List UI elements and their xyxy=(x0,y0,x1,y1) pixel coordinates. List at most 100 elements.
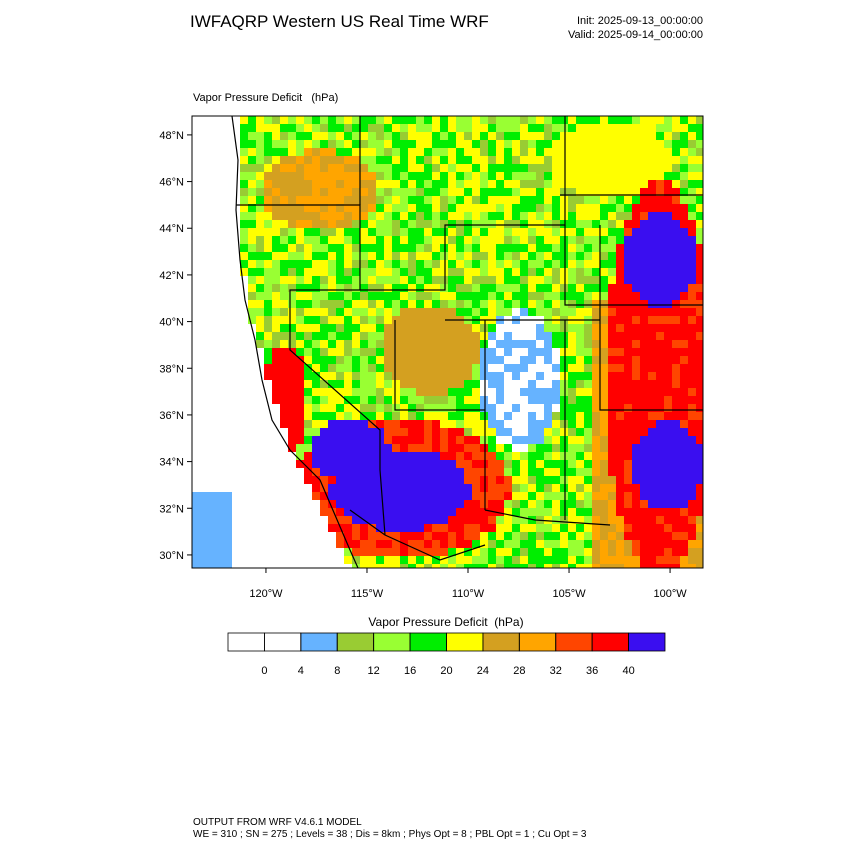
map-cell xyxy=(552,556,560,564)
map-cell xyxy=(648,364,656,372)
map-cell xyxy=(272,116,280,124)
map-cell xyxy=(384,500,392,508)
map-cell xyxy=(200,228,208,236)
map-cell xyxy=(272,172,280,180)
map-cell xyxy=(200,300,208,308)
map-cell xyxy=(304,124,312,132)
map-cell xyxy=(280,204,288,212)
map-cell xyxy=(368,212,376,220)
map-cell xyxy=(544,556,552,564)
map-cell xyxy=(272,236,280,244)
map-cell xyxy=(624,380,632,388)
map-cell xyxy=(632,212,640,220)
map-cell xyxy=(568,420,576,428)
map-cell xyxy=(584,540,592,548)
map-cell xyxy=(576,548,584,556)
map-cell xyxy=(608,524,616,532)
map-cell xyxy=(208,308,216,316)
map-cell xyxy=(232,228,240,236)
map-cell xyxy=(464,540,472,548)
map-cell xyxy=(320,460,328,468)
map-cell xyxy=(640,220,648,228)
map-cell xyxy=(568,196,576,204)
map-cell xyxy=(192,356,200,364)
map-cell xyxy=(304,468,312,476)
map-cell xyxy=(464,124,472,132)
map-cell xyxy=(576,412,584,420)
map-cell xyxy=(616,180,624,188)
map-cell xyxy=(344,452,352,460)
map-cell xyxy=(536,172,544,180)
map-cell xyxy=(664,444,672,452)
map-cell xyxy=(512,508,520,516)
map-cell xyxy=(384,420,392,428)
map-cell xyxy=(680,196,688,204)
map-cell xyxy=(360,308,368,316)
map-cell xyxy=(504,284,512,292)
map-cell xyxy=(312,220,320,228)
map-cell xyxy=(600,516,608,524)
map-cell xyxy=(344,196,352,204)
map-cell xyxy=(672,420,680,428)
map-cell xyxy=(656,348,664,356)
map-cell xyxy=(360,524,368,532)
map-cell xyxy=(464,460,472,468)
map-cell xyxy=(544,140,552,148)
map-cell xyxy=(576,420,584,428)
map-cell xyxy=(336,548,344,556)
map-cell xyxy=(344,220,352,228)
map-cell xyxy=(544,404,552,412)
map-cell xyxy=(360,172,368,180)
map-cell xyxy=(552,204,560,212)
map-cell xyxy=(592,156,600,164)
map-cell xyxy=(648,228,656,236)
map-cell xyxy=(392,188,400,196)
map-cell xyxy=(248,548,256,556)
map-cell xyxy=(696,340,703,348)
map-cell xyxy=(360,316,368,324)
map-cell xyxy=(584,180,592,188)
map-cell xyxy=(536,484,544,492)
map-cell xyxy=(432,308,440,316)
map-cell xyxy=(368,292,376,300)
map-cell xyxy=(272,276,280,284)
map-cell xyxy=(336,276,344,284)
map-cell xyxy=(232,236,240,244)
map-cell xyxy=(232,524,240,532)
map-cell xyxy=(440,444,448,452)
map-cell xyxy=(208,220,216,228)
map-cell xyxy=(624,196,632,204)
map-cell xyxy=(440,476,448,484)
map-cell xyxy=(648,508,656,516)
map-cell xyxy=(280,516,288,524)
map-cell xyxy=(600,460,608,468)
map-cell xyxy=(512,484,520,492)
map-cell xyxy=(648,452,656,460)
map-cell xyxy=(464,180,472,188)
map-cell xyxy=(608,212,616,220)
map-cell xyxy=(360,212,368,220)
map-cell xyxy=(680,340,688,348)
map-cell xyxy=(496,172,504,180)
map-cell xyxy=(280,564,288,568)
map-cell xyxy=(320,564,328,568)
map-cell xyxy=(640,564,648,568)
map-cell xyxy=(384,156,392,164)
map-cell xyxy=(616,284,624,292)
map-cell xyxy=(416,452,424,460)
map-cell xyxy=(336,260,344,268)
map-cell xyxy=(216,268,224,276)
state-border xyxy=(394,225,703,520)
map-cell xyxy=(248,500,256,508)
map-cell xyxy=(480,228,488,236)
map-cell xyxy=(320,532,328,540)
map-cell xyxy=(360,244,368,252)
map-cell xyxy=(496,372,504,380)
map-cell xyxy=(512,308,520,316)
map-cell xyxy=(224,484,232,492)
map-cell xyxy=(368,412,376,420)
map-cell xyxy=(272,428,280,436)
map-cell xyxy=(416,556,424,564)
map-cell xyxy=(408,260,416,268)
map-cell xyxy=(288,268,296,276)
